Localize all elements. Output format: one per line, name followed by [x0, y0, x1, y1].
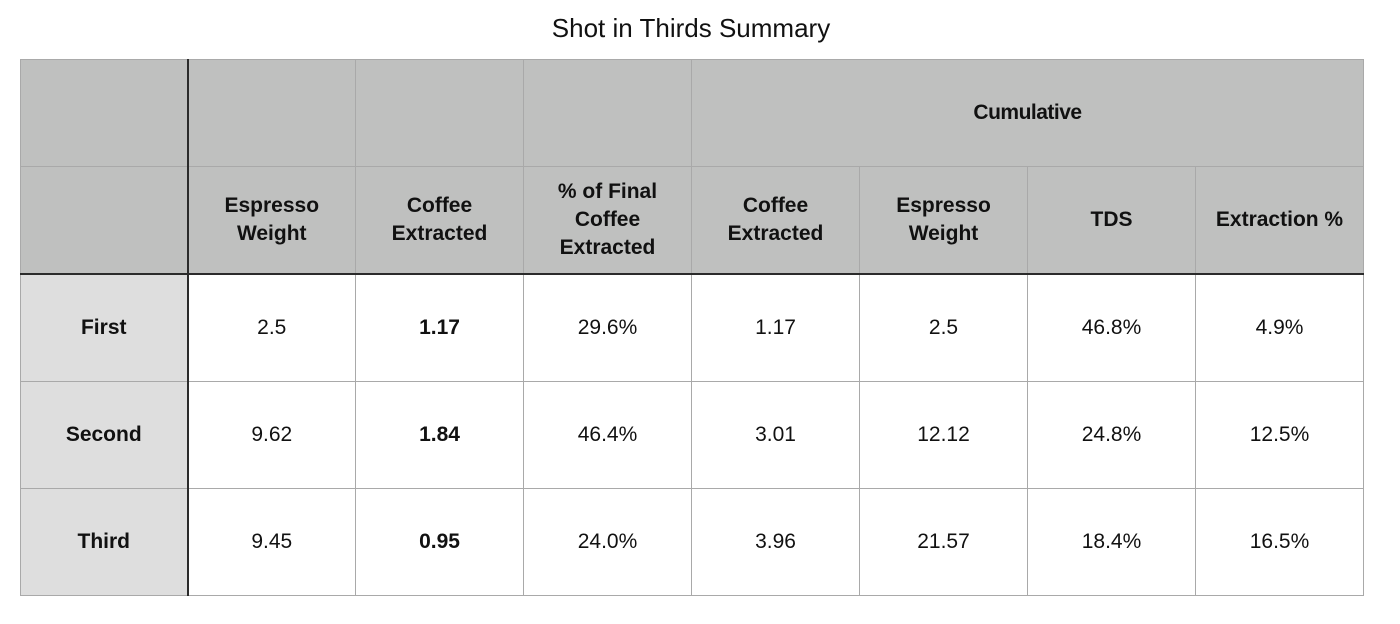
data-cell: 24.0% [523, 488, 692, 596]
row-label-cell: Second [20, 381, 189, 489]
group-header-row: Cumulative [20, 59, 1365, 167]
column-header-text: Espresso [896, 194, 991, 217]
group-header-blank-cell [187, 59, 356, 167]
column-header-cell: Coffee Extracted [355, 166, 524, 275]
data-cell: 9.62 [187, 381, 356, 489]
data-cell: 3.01 [691, 381, 860, 489]
group-header-blank-cell [523, 59, 692, 167]
summary-table: Cumulative Espresso Weight Coffee Extracted… [20, 59, 1365, 596]
group-header-blank-cell [355, 59, 524, 167]
data-cell: 24.8% [1027, 381, 1196, 489]
column-header-text: Weight [236, 222, 307, 245]
row-label-cell: First [20, 273, 189, 382]
data-cell: 2.5 [859, 273, 1028, 382]
data-cell: 2.5 [187, 273, 356, 382]
column-header-cell: Extraction % [1194, 166, 1365, 275]
data-cell: 1.17 [691, 273, 860, 382]
column-header-text: TDS [1090, 208, 1133, 231]
column-header-text: Extracted [727, 222, 824, 245]
column-header-cell: Espresso Weight [187, 166, 356, 275]
data-cell: 4.9% [1194, 273, 1365, 382]
column-header-text: Weight [908, 222, 979, 245]
column-header-cell: % of Final Coffee Extracted [523, 166, 692, 275]
data-cell: 12.12 [859, 381, 1028, 489]
column-header-text: Coffee [574, 208, 641, 231]
cumulative-group-header: Cumulative [690, 59, 1365, 167]
data-cell: 9.45 [187, 488, 356, 596]
column-header-cell: Espresso Weight [859, 166, 1028, 275]
table-body: Cumulative Espresso Weight Coffee Extracted… [20, 59, 1365, 596]
corner-cell [20, 59, 189, 167]
column-header-text: Coffee [406, 194, 473, 217]
column-header-text: Extraction % [1215, 208, 1344, 231]
column-header-text: Coffee [742, 194, 809, 217]
column-header-row: Espresso Weight Coffee Extracted % of Final C… [20, 166, 1365, 275]
data-cell: 12.5% [1194, 381, 1365, 489]
data-cell: 0.95 [355, 488, 524, 596]
data-cell: 21.57 [859, 488, 1028, 596]
column-header-text: % of Final [557, 180, 658, 203]
table-row: First 2.5 1.17 29.6% 1.17 2.5 46.8% 4.9% [20, 273, 1365, 382]
chart-title: Shot in Thirds Summary [551, 13, 831, 43]
data-cell: 18.4% [1027, 488, 1196, 596]
data-cell: 3.96 [691, 488, 860, 596]
column-header-text: Extracted [391, 222, 488, 245]
data-cell: 16.5% [1194, 488, 1365, 596]
data-cell: 46.4% [523, 381, 692, 489]
row-label-cell: Third [20, 488, 189, 596]
table-row: Second 9.62 1.84 46.4% 3.01 12.12 24.8% 12.5% [20, 381, 1365, 489]
column-header-cell: TDS [1027, 166, 1196, 275]
table-row: Third 9.45 0.95 24.0% 3.96 21.57 18.4% 16.5% [20, 488, 1365, 596]
data-cell: 46.8% [1027, 273, 1196, 382]
data-cell: 1.17 [355, 273, 524, 382]
column-header-text: Espresso [224, 194, 320, 217]
column-header-cell: Coffee Extracted [691, 166, 860, 275]
data-cell: 29.6% [523, 273, 692, 382]
row-header-corner-cell [20, 166, 189, 275]
data-cell: 1.84 [355, 381, 524, 489]
column-header-text: Extracted [559, 236, 656, 259]
